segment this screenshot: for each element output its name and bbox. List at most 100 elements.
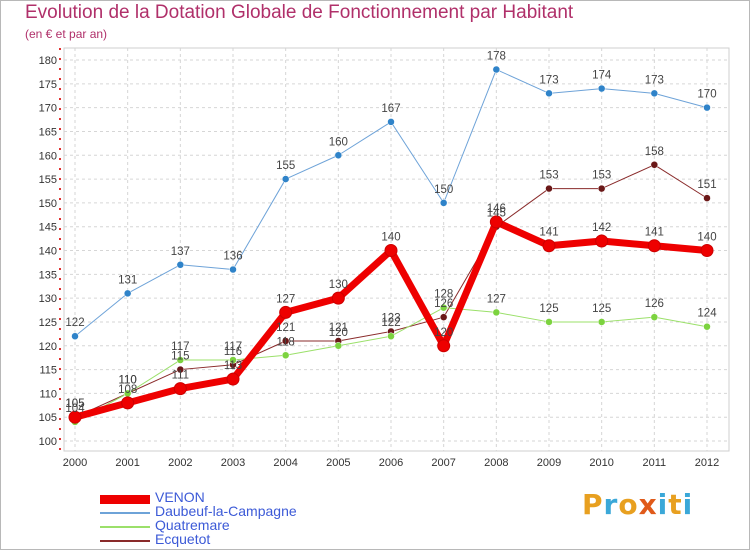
data-label: 141: [645, 227, 664, 239]
data-label: 118: [276, 336, 294, 348]
data-label: 140: [381, 232, 400, 244]
data-label: 137: [171, 246, 190, 258]
data-label: 167: [381, 103, 400, 115]
legend-swatch: [100, 540, 150, 542]
data-label: 120: [434, 327, 453, 339]
data-label: 126: [645, 298, 664, 310]
data-label: 141: [539, 227, 558, 239]
data-point: [542, 239, 556, 253]
x-tick-label: 2002: [168, 457, 192, 469]
data-point: [176, 365, 185, 374]
data-label: 125: [592, 303, 611, 315]
legend-label: Daubeuf-la-Campagne: [155, 503, 297, 519]
data-label: 142: [592, 222, 611, 234]
y-tick-label: 175: [39, 79, 57, 91]
data-point: [703, 194, 711, 202]
data-label: 111: [172, 370, 189, 382]
y-tick-label: 140: [39, 246, 57, 258]
data-point: [545, 318, 553, 326]
x-tick-label: 2006: [379, 457, 403, 469]
data-label: 123: [381, 312, 400, 324]
logo-letter: r: [603, 488, 619, 521]
data-label: 122: [65, 317, 84, 329]
data-point: [489, 215, 503, 229]
y-tick-label: 110: [39, 388, 57, 400]
data-label: 173: [539, 74, 558, 86]
data-point: [281, 351, 290, 360]
data-label: 178: [487, 51, 506, 63]
chart-title: Evolution de la Dotation Globale de Fonc…: [25, 2, 574, 23]
data-point: [176, 356, 185, 364]
data-point: [595, 234, 609, 248]
y-tick-label: 135: [39, 269, 57, 281]
data-point: [229, 265, 237, 274]
data-label: 105: [65, 398, 84, 410]
data-label: 121: [329, 322, 348, 334]
y-tick-label: 155: [39, 174, 57, 186]
data-label: 115: [171, 351, 189, 363]
y-tick-label: 120: [39, 341, 57, 353]
data-point: [68, 410, 82, 424]
proxiti-logo: Proxiti: [582, 488, 693, 521]
y-tick-label: 100: [39, 436, 57, 448]
data-point: [439, 199, 448, 207]
data-label: 146: [487, 203, 506, 215]
chart-subtitle: (en € et par an): [25, 27, 108, 41]
data-label: 136: [223, 251, 242, 263]
y-tick-label: 105: [39, 412, 57, 424]
data-point: [545, 184, 553, 193]
data-label: 121: [276, 322, 295, 334]
data-point: [703, 322, 711, 331]
logo-letter: o: [618, 488, 639, 521]
data-point: [281, 337, 290, 345]
data-point: [650, 313, 659, 321]
y-tick-label: 165: [39, 126, 57, 138]
data-label: 174: [592, 70, 612, 82]
y-tick-label: 150: [39, 198, 57, 210]
logo-letter: x: [638, 488, 658, 521]
y-tick-label: 145: [39, 222, 57, 234]
data-label: 130: [329, 279, 348, 291]
data-label: 117: [171, 341, 189, 353]
data-point: [226, 372, 240, 386]
plot-area: [63, 47, 730, 452]
y-tick-label: 130: [39, 293, 57, 305]
x-tick-label: 2000: [63, 457, 87, 469]
data-label: 155: [276, 160, 295, 172]
y-tick-label: 125: [39, 317, 57, 329]
data-label: 108: [118, 384, 137, 396]
legend-label: Quatremare: [155, 517, 230, 533]
data-label: 110: [118, 374, 136, 386]
y-tick-label: 180: [39, 55, 57, 67]
data-label: 145: [487, 208, 506, 220]
data-point: [597, 184, 606, 193]
data-point: [176, 261, 185, 269]
data-point: [439, 313, 448, 321]
data-label: 122: [381, 317, 400, 329]
data-label: 128: [434, 289, 453, 301]
data-label: 117: [224, 341, 242, 353]
data-label: 116: [224, 346, 242, 358]
y-tick-label: 160: [39, 150, 57, 162]
data-label: 151: [697, 179, 716, 191]
x-tick-label: 2005: [326, 457, 350, 469]
data-point: [387, 118, 395, 126]
legend-swatch: [100, 526, 150, 528]
data-point: [439, 303, 448, 312]
data-point: [703, 103, 711, 112]
y-tick-label: 115: [39, 365, 57, 377]
data-point: [545, 89, 553, 98]
data-point: [334, 342, 343, 350]
data-point: [123, 289, 132, 298]
data-label: 113: [224, 360, 242, 372]
x-tick-label: 2007: [431, 457, 455, 469]
data-label: 150: [434, 184, 453, 196]
data-point: [279, 305, 293, 319]
data-label: 124: [697, 308, 717, 320]
legend-label: VENON: [155, 489, 205, 505]
data-label: 153: [539, 170, 558, 182]
data-point: [173, 382, 187, 396]
data-label: 160: [329, 136, 348, 148]
x-tick-label: 2012: [695, 457, 719, 469]
x-tick-label: 2008: [484, 457, 508, 469]
